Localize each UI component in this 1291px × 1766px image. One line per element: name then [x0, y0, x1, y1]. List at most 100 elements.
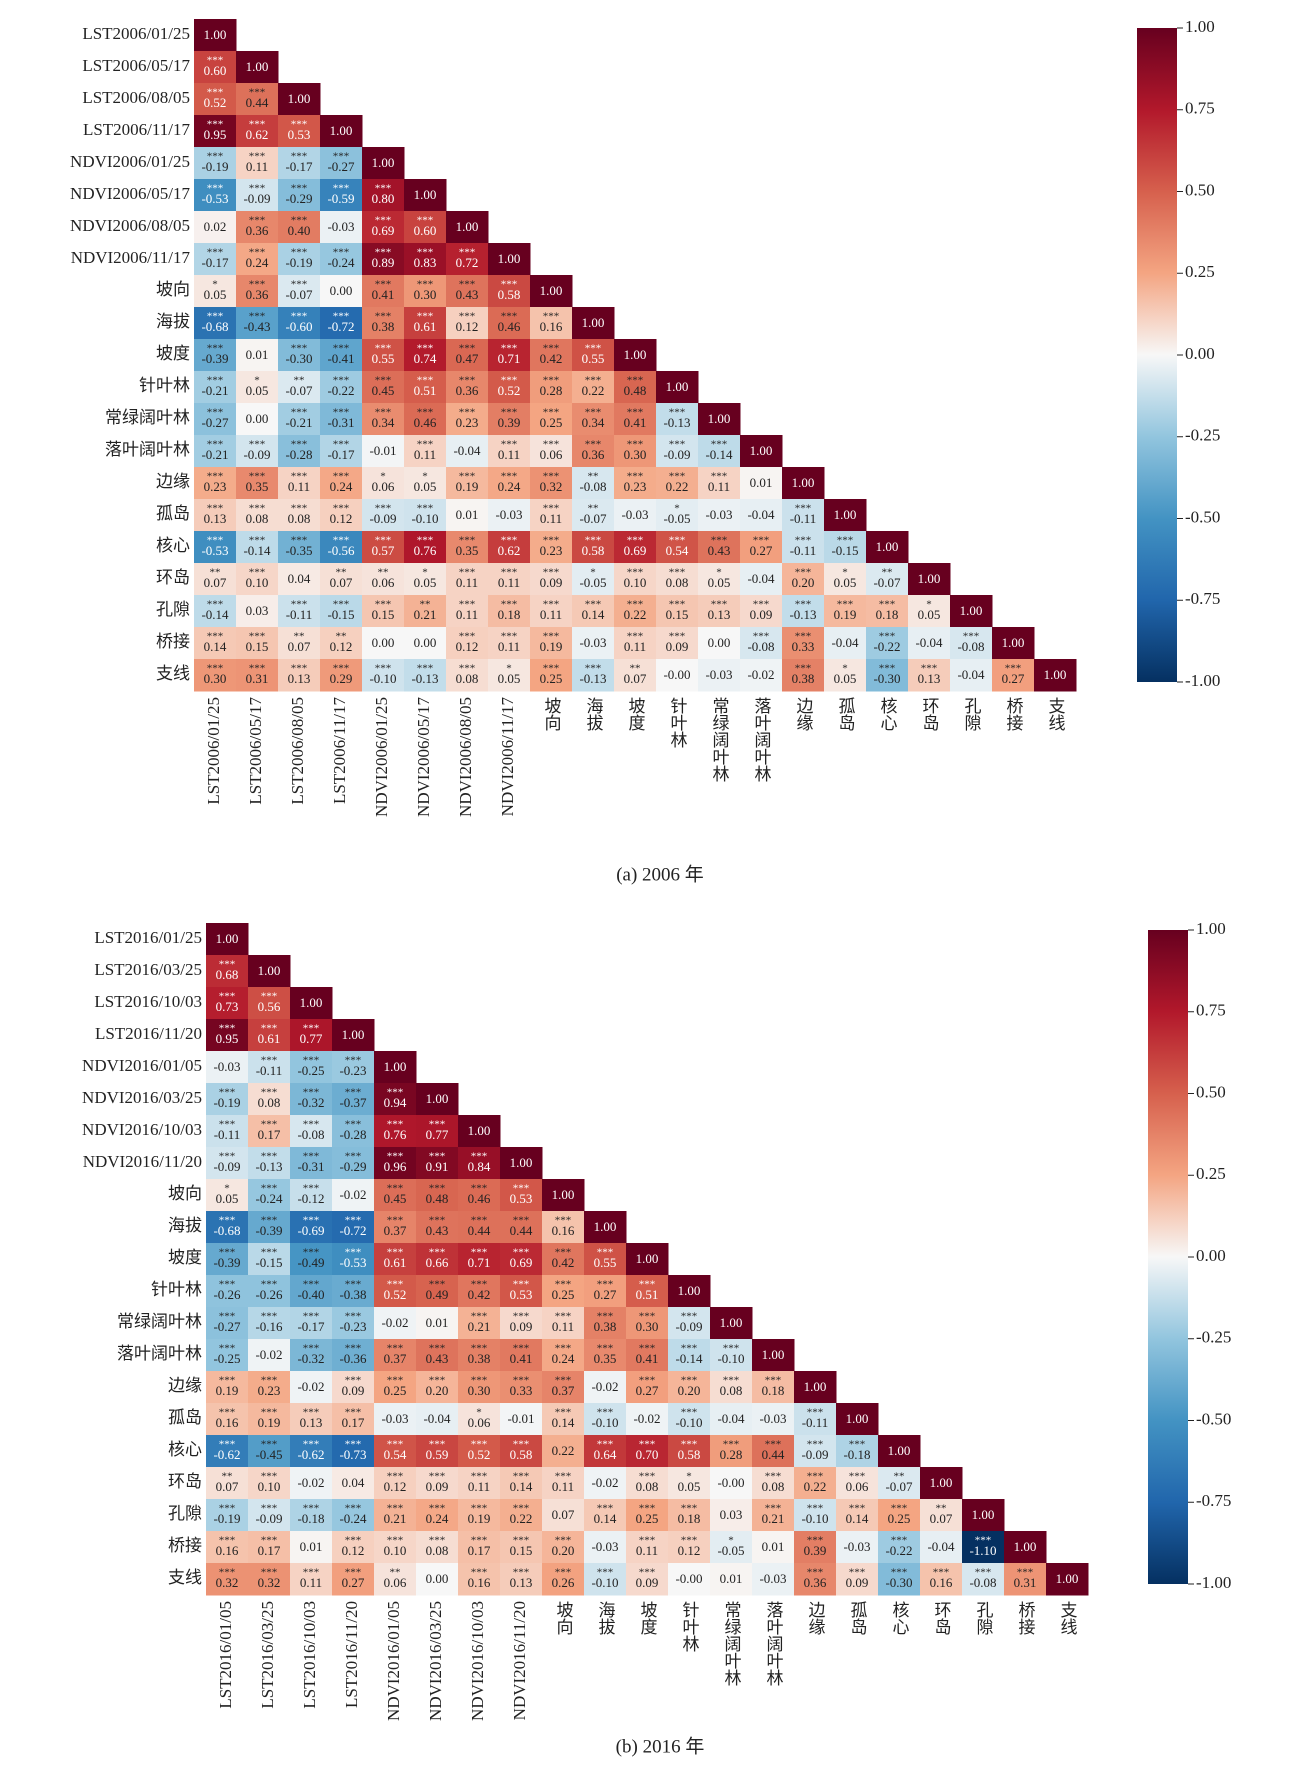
cell-value: -0.02	[255, 1347, 282, 1362]
y-tick-label: 孔隙	[168, 1504, 202, 1523]
cell-value: 0.54	[384, 1447, 407, 1462]
cell	[668, 1435, 711, 1468]
significance-stars: ***	[261, 1023, 278, 1035]
cell	[782, 563, 825, 596]
y-tick-label: NDVI2006/08/05	[70, 216, 190, 235]
cell-value: 0.12	[330, 639, 353, 654]
cell	[584, 1275, 627, 1308]
y-tick-label: 海拔	[156, 312, 190, 331]
y-tick-label: 环岛	[156, 568, 190, 587]
significance-stars: ***	[375, 375, 392, 387]
cell-value: 0.54	[666, 543, 689, 558]
cell	[194, 403, 237, 436]
cell	[500, 1211, 543, 1244]
cell-value: -0.41	[327, 351, 354, 366]
cell	[446, 627, 489, 660]
cell	[836, 1435, 879, 1468]
cell	[290, 1307, 333, 1340]
significance-stars: ***	[765, 1471, 782, 1483]
significance-stars: ***	[261, 1407, 278, 1419]
significance-stars: ***	[219, 1087, 236, 1099]
x-tick-label: LST2016/10/03	[300, 1601, 319, 1709]
significance-stars: ***	[261, 1279, 278, 1291]
colorbar-tick-label: -0.75	[1185, 589, 1220, 608]
cell-value: 0.36	[246, 223, 269, 238]
cell	[374, 1179, 417, 1212]
cell-value: 1.00	[666, 379, 689, 394]
significance-stars: ***	[207, 471, 224, 483]
cell	[404, 435, 447, 468]
significance-stars: ***	[261, 1535, 278, 1547]
cell	[908, 563, 951, 596]
significance-stars: ***	[261, 1215, 278, 1227]
significance-stars: ***	[597, 1343, 614, 1355]
cell-value: -0.08	[969, 1575, 996, 1590]
colorbar-tick-label: 0.50	[1185, 180, 1215, 199]
cell	[248, 1275, 291, 1308]
colorbar-tick-label: 0.00	[1196, 1246, 1226, 1265]
cell-value: 0.42	[540, 351, 563, 366]
cell	[416, 1307, 459, 1340]
significance-stars: ***	[975, 1567, 992, 1579]
caption: (b) 2016 年	[616, 1735, 705, 1757]
cell	[404, 243, 447, 276]
y-tick-label: 桥接	[168, 1536, 202, 1555]
significance-stars: ***	[375, 599, 392, 611]
cell	[614, 595, 657, 628]
y-tick-label: LST2006/05/17	[82, 56, 190, 75]
cell-value: -0.03	[579, 635, 606, 650]
cell	[488, 627, 531, 660]
cell	[782, 627, 825, 660]
cell	[206, 1403, 249, 1436]
cell-value: -0.62	[213, 1447, 240, 1462]
significance-stars: ***	[375, 279, 392, 291]
cell	[500, 1275, 543, 1308]
cell	[194, 243, 237, 276]
cell-value: 0.41	[636, 1351, 659, 1366]
significance-stars: ***	[249, 503, 266, 515]
cell-value: -0.03	[843, 1539, 870, 1554]
cell-value: 0.30	[624, 447, 647, 462]
cell-value: 1.00	[792, 475, 815, 490]
cell-value: 0.34	[582, 415, 605, 430]
cell-value: 0.38	[372, 319, 395, 334]
significance-stars: **	[588, 503, 599, 515]
cell-value: 0.01	[720, 1571, 743, 1586]
significance-stars: ***	[723, 1343, 740, 1355]
cell	[1004, 1531, 1047, 1564]
significance-stars: ***	[219, 1119, 236, 1131]
cell	[656, 371, 699, 404]
significance-stars: **	[210, 567, 221, 579]
significance-stars: ***	[627, 599, 644, 611]
cell	[572, 307, 615, 340]
cell	[236, 83, 279, 116]
y-tick-label: 常绿阔叶林	[117, 1312, 202, 1331]
cell	[290, 1147, 333, 1180]
cell	[248, 1531, 291, 1564]
cell	[614, 531, 657, 564]
cell-value: 0.51	[414, 383, 437, 398]
cell	[710, 1371, 753, 1404]
significance-stars: ***	[795, 663, 812, 675]
significance-stars: ***	[1017, 1567, 1034, 1579]
cell	[404, 339, 447, 372]
cell	[584, 1339, 627, 1372]
cell-value: 0.22	[582, 383, 605, 398]
cell	[206, 1339, 249, 1372]
significance-stars: ***	[711, 599, 728, 611]
significance-stars: ***	[303, 1023, 320, 1035]
cell	[950, 659, 993, 692]
cell-value: -0.02	[297, 1475, 324, 1490]
cell	[320, 659, 363, 692]
x-tick-label: NDVI2016/01/05	[384, 1601, 403, 1721]
y-tick-label: 坡向	[156, 280, 190, 299]
cell-value: 0.05	[216, 1191, 239, 1206]
cell-value: -0.10	[591, 1575, 618, 1590]
cell-value: 0.70	[636, 1447, 659, 1462]
cell	[866, 595, 909, 628]
cell-value: -0.19	[213, 1511, 240, 1526]
cell	[416, 1499, 459, 1532]
cell	[446, 467, 489, 500]
y-tick-label: LST2006/01/25	[82, 24, 190, 43]
cell	[332, 1243, 375, 1276]
